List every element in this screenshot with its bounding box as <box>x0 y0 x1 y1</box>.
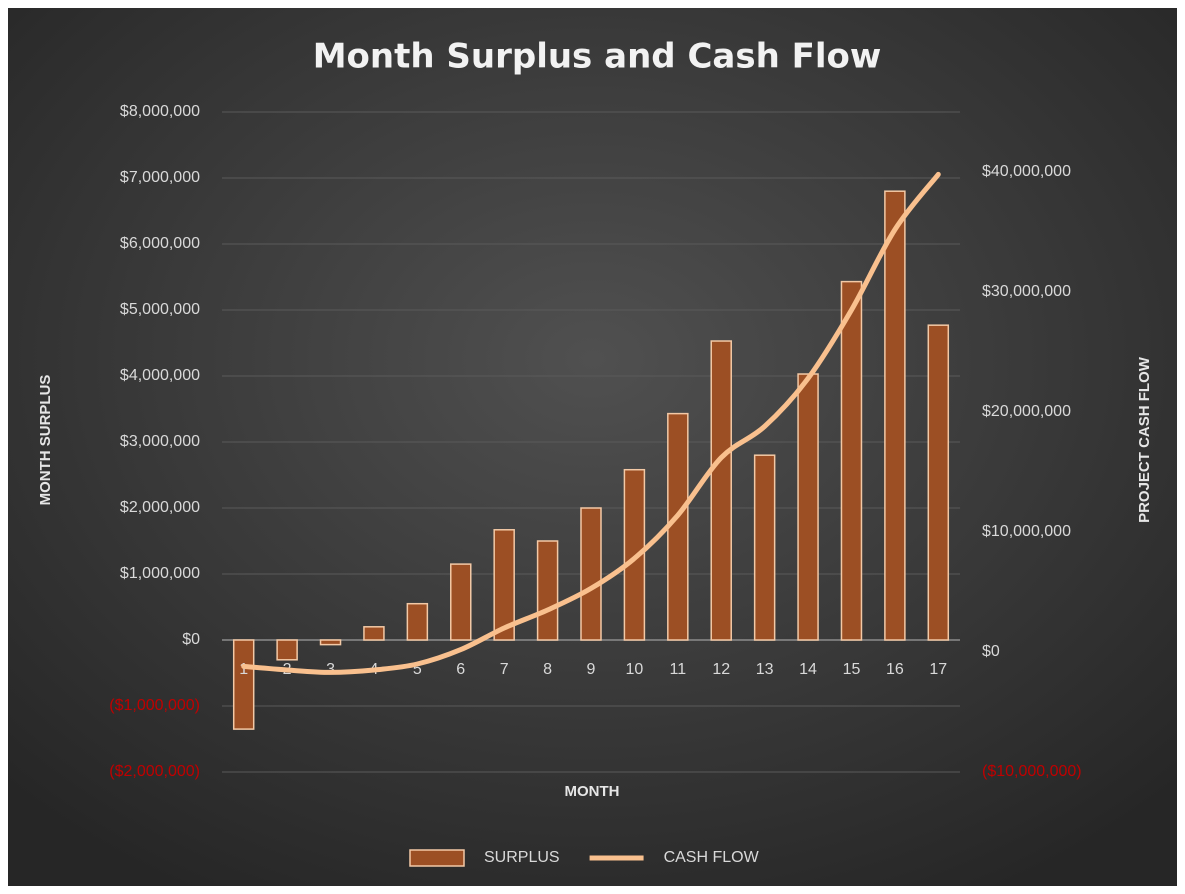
bar <box>536 540 559 641</box>
chart-title: Month Surplus and Cash Flow <box>313 37 882 77</box>
y-tick-label: $2,000,000 <box>120 499 200 516</box>
bar <box>580 507 602 641</box>
x-tick-label: 11 <box>670 661 687 678</box>
y-axis-title: MONTH SURPLUS <box>37 375 54 506</box>
x-tick-label: 8 <box>543 661 552 678</box>
y2-tick-label: $20,000,000 <box>982 403 1071 420</box>
y2-tick-label: $40,000,000 <box>982 163 1071 180</box>
x-tick-label: 12 <box>712 661 730 678</box>
bar <box>753 454 776 641</box>
x-tick-label: 15 <box>843 661 861 678</box>
line <box>241 171 941 675</box>
y-tick-label: $7,000,000 <box>120 169 200 186</box>
x-tick-label: 13 <box>756 661 774 678</box>
y2-tick-label: $30,000,000 <box>982 283 1071 300</box>
bar <box>710 340 732 641</box>
bar <box>797 373 819 641</box>
legend-label: SURPLUS <box>484 849 560 866</box>
y-tick-label: $6,000,000 <box>120 235 200 252</box>
legend-swatch <box>409 849 465 867</box>
bar <box>406 602 429 641</box>
y-tick-label: $8,000,000 <box>120 103 200 120</box>
x-tick-label: 16 <box>886 661 904 678</box>
y-tick-label: $1,000,000 <box>120 565 200 582</box>
y2-tick-label: $0 <box>982 643 1000 660</box>
bar <box>276 639 298 661</box>
x-tick-label: 14 <box>799 661 817 678</box>
y-tick-label: $5,000,000 <box>120 301 200 318</box>
bar <box>623 468 646 641</box>
y-tick-label: $4,000,000 <box>120 367 200 384</box>
x-tick-label: 5 <box>413 661 422 678</box>
x-tick-label: 9 <box>587 661 596 678</box>
bar <box>319 639 342 646</box>
bar <box>363 626 385 641</box>
bar <box>840 280 863 641</box>
x-tick-label: 1 <box>239 661 248 678</box>
x-tick-label: 10 <box>626 661 644 678</box>
y2-axis-title: PROJECT CASH FLOW <box>1136 356 1153 523</box>
bar <box>232 639 255 730</box>
y-tick-label: ($2,000,000) <box>109 763 200 780</box>
x-axis-title: MONTH <box>565 783 620 800</box>
bar <box>493 529 515 641</box>
x-tick-label: 17 <box>929 661 947 678</box>
bar <box>450 563 472 641</box>
bar <box>884 190 906 641</box>
x-tick-label: 7 <box>500 661 509 678</box>
y-tick-label: $0 <box>182 631 200 648</box>
x-tick-label: 3 <box>326 661 335 678</box>
y2-tick-label: $10,000,000 <box>982 523 1071 540</box>
background <box>8 8 1177 886</box>
legend-label: CASH FLOW <box>664 849 760 866</box>
x-tick-label: 6 <box>456 661 465 678</box>
bar <box>927 324 950 641</box>
y-tick-label: $3,000,000 <box>120 433 200 450</box>
y2-tick-label: ($10,000,000) <box>982 763 1082 780</box>
y-tick-label: ($1,000,000) <box>109 697 200 714</box>
